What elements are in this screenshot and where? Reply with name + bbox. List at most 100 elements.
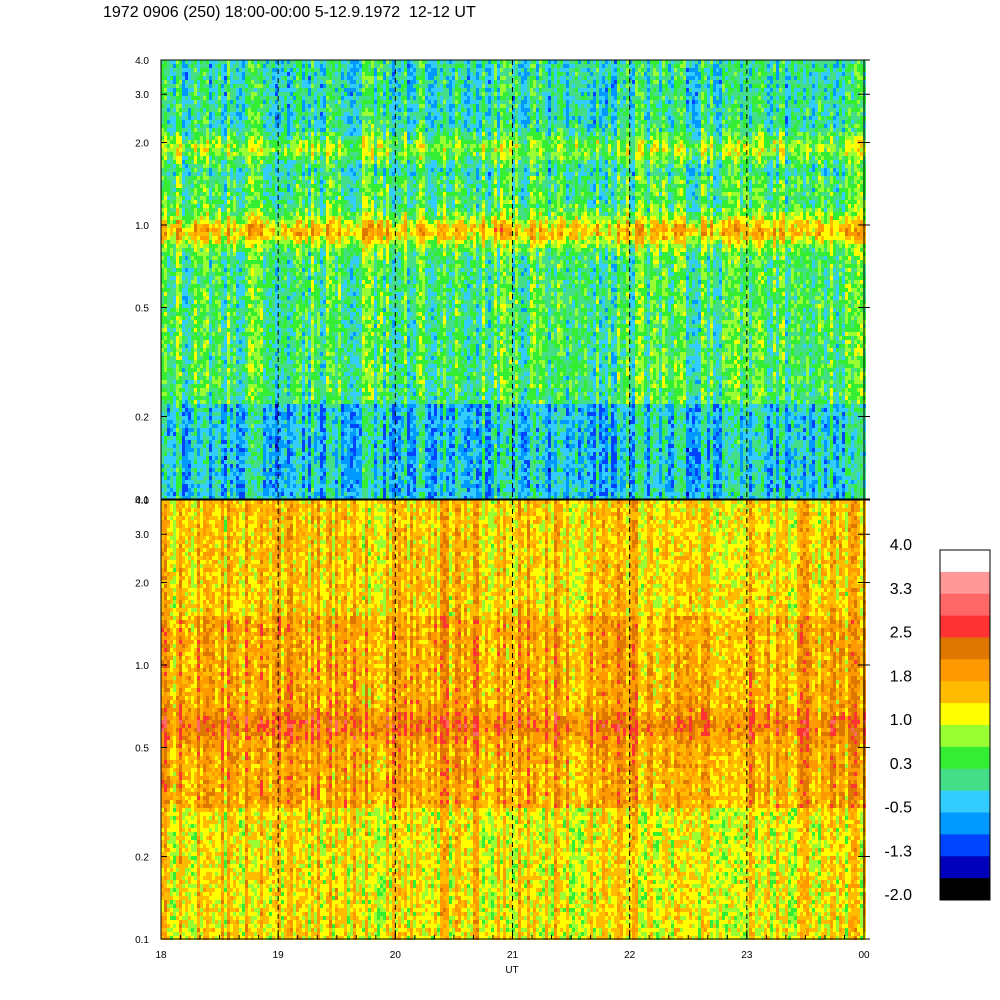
spectrogram-cell [167, 160, 170, 164]
spectrogram-cell [245, 356, 248, 360]
spectrogram-cell [209, 276, 212, 280]
spectrogram-cell [221, 96, 224, 100]
spectrogram-cell [176, 284, 179, 288]
spectrogram-cell [218, 208, 221, 212]
spectrogram-cell [233, 324, 236, 328]
spectrogram-cell [200, 452, 203, 456]
spectrogram-cell [251, 304, 254, 308]
spectrogram-cell [254, 408, 257, 412]
spectrogram-cell [215, 332, 218, 336]
spectrogram-cell [176, 140, 179, 144]
spectrogram-cell [194, 364, 197, 368]
spectrogram-cell [236, 80, 239, 84]
spectrogram-cell [227, 100, 230, 104]
spectrogram-cell [194, 408, 197, 412]
spectrogram-cell [200, 228, 203, 232]
spectrogram-cell [167, 464, 170, 468]
spectrogram-cell [182, 120, 185, 124]
spectrogram-cell [176, 292, 179, 296]
spectrogram-cell [209, 320, 212, 324]
spectrogram-cell [221, 232, 224, 236]
spectrogram-cell [191, 248, 194, 252]
spectrogram-cell [206, 404, 209, 408]
spectrogram-cell [197, 112, 200, 116]
spectrogram-cell [194, 376, 197, 380]
spectrogram-cell [224, 268, 227, 272]
spectrogram-cell [209, 484, 212, 488]
spectrogram-cell [191, 280, 194, 284]
spectrogram-cell [167, 248, 170, 252]
spectrogram-cell [167, 228, 170, 232]
spectrogram-cell [164, 152, 167, 156]
spectrogram-cell [164, 196, 167, 200]
spectrogram-cell [200, 388, 203, 392]
spectrogram-cell [194, 436, 197, 440]
spectrogram-cell [221, 408, 224, 412]
spectrogram-cell [215, 156, 218, 160]
spectrogram-cell [203, 216, 206, 220]
spectrogram-cell [227, 224, 230, 228]
spectrogram-cell [209, 184, 212, 188]
spectrogram-cell [206, 468, 209, 472]
spectrogram-cell [239, 468, 242, 472]
spectrogram-cell [236, 292, 239, 296]
spectrogram-cell [209, 216, 212, 220]
spectrogram-cell [245, 232, 248, 236]
spectrogram-cell [194, 480, 197, 484]
spectrogram-cell [236, 340, 239, 344]
spectrogram-cell [167, 392, 170, 396]
spectrogram-cell [212, 260, 215, 264]
spectrogram-cell [188, 272, 191, 276]
spectrogram-cell [197, 96, 200, 100]
spectrogram-cell [221, 336, 224, 340]
spectrogram-cell [203, 340, 206, 344]
spectrogram-cell [233, 468, 236, 472]
spectrogram-cell [221, 436, 224, 440]
spectrogram-cell [227, 376, 230, 380]
spectrogram-cell [254, 224, 257, 228]
spectrogram-cell [185, 416, 188, 420]
spectrogram-cell [185, 360, 188, 364]
spectrogram-cell [209, 124, 212, 128]
spectrogram-cell [194, 392, 197, 396]
spectrogram-cell [215, 424, 218, 428]
spectrogram-cell [191, 80, 194, 84]
spectrogram-cell [167, 372, 170, 376]
spectrogram-cell [200, 316, 203, 320]
spectrogram-cell [185, 148, 188, 152]
spectrogram-cell [248, 212, 251, 216]
spectrogram-cell [242, 472, 245, 476]
spectrogram-cell [188, 300, 191, 304]
spectrogram-cell [248, 444, 251, 448]
spectrogram-cell [182, 252, 185, 256]
spectrogram-cell [245, 340, 248, 344]
spectrogram-cell [200, 328, 203, 332]
spectrogram-cell [200, 404, 203, 408]
spectrogram-cell [239, 348, 242, 352]
spectrogram-cell [176, 208, 179, 212]
spectrogram-cell [254, 104, 257, 108]
spectrogram-cell [167, 300, 170, 304]
spectrogram-cell [173, 156, 176, 160]
spectrogram-cell [188, 340, 191, 344]
spectrogram-cell [245, 352, 248, 356]
spectrogram-cell [227, 80, 230, 84]
spectrogram-cell [200, 428, 203, 432]
spectrogram-cell [221, 340, 224, 344]
spectrogram-cell [170, 60, 173, 64]
spectrogram-cell [230, 472, 233, 476]
spectrogram-cell [248, 292, 251, 296]
spectrogram-cell [182, 176, 185, 180]
spectrogram-cell [167, 128, 170, 132]
spectrogram-cell [173, 380, 176, 384]
spectrogram-cell [251, 80, 254, 84]
spectrogram-cell [245, 444, 248, 448]
spectrogram-cell [245, 300, 248, 304]
spectrogram-cell [167, 168, 170, 172]
spectrogram-cell [242, 432, 245, 436]
spectrogram-cell [179, 280, 182, 284]
spectrogram-cell [185, 144, 188, 148]
spectrogram-cell [206, 92, 209, 96]
spectrogram-cell [170, 128, 173, 132]
spectrogram-cell [206, 280, 209, 284]
